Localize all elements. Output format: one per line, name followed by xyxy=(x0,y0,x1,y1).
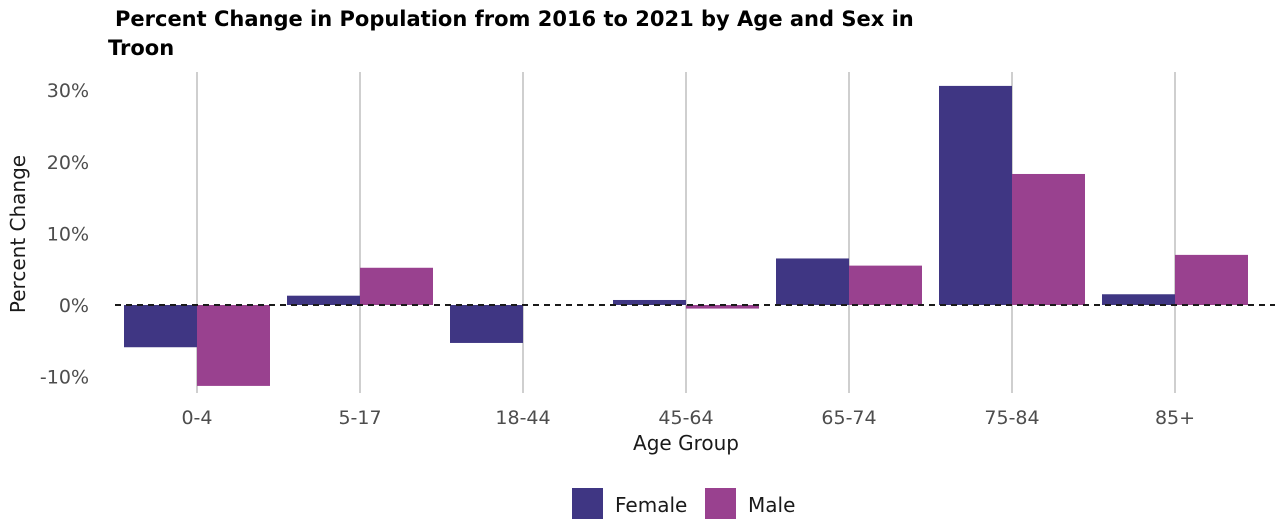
bar-female-85+ xyxy=(1102,294,1175,305)
y-tick-label: -10% xyxy=(40,367,89,389)
bars xyxy=(124,85,1248,386)
x-axis-ticks: 0-4 5-17 18-44 45-64 65-74 75-84 85+ xyxy=(181,407,1195,429)
chart-title-line-2: Troon xyxy=(108,36,174,60)
bar-female-45-64 xyxy=(613,299,686,305)
legend-label-male: Male xyxy=(748,493,795,517)
bar-female-0-4 xyxy=(124,305,197,348)
bar-male-75-84 xyxy=(1012,173,1085,305)
y-tick-label: 0% xyxy=(59,295,89,317)
bar-male-5-17 xyxy=(360,267,433,305)
y-tick-label: 10% xyxy=(47,223,89,245)
bar-female-18-44 xyxy=(450,305,523,343)
x-axis-title: Age Group xyxy=(633,431,739,455)
x-tick-label: 85+ xyxy=(1155,407,1195,429)
chart-title-line-1: Percent Change in Population from 2016 t… xyxy=(115,7,914,31)
x-tick-label: 65-74 xyxy=(821,407,876,429)
legend-swatch-male xyxy=(705,488,736,519)
bar-male-45-64 xyxy=(686,305,759,309)
bar-female-5-17 xyxy=(287,295,360,305)
bar-female-65-74 xyxy=(776,258,849,305)
y-tick-label: 30% xyxy=(47,80,89,102)
x-tick-label: 0-4 xyxy=(181,407,212,429)
y-axis-ticks: -10% 0% 10% 20% 30% xyxy=(40,80,89,388)
y-tick-label: 20% xyxy=(47,152,89,174)
bar-male-85+ xyxy=(1175,254,1248,305)
y-axis-title: Percent Change xyxy=(6,155,30,313)
x-tick-label: 5-17 xyxy=(338,407,381,429)
bar-female-75-84 xyxy=(939,85,1012,306)
legend-label-female: Female xyxy=(615,493,687,517)
x-tick-label: 75-84 xyxy=(984,407,1039,429)
x-tick-label: 18-44 xyxy=(495,407,550,429)
bar-male-65-74 xyxy=(849,265,922,305)
x-tick-label: 45-64 xyxy=(658,407,713,429)
legend-swatch-female xyxy=(572,488,603,519)
legend: Female Male xyxy=(572,488,795,519)
bar-male-0-4 xyxy=(197,305,270,386)
